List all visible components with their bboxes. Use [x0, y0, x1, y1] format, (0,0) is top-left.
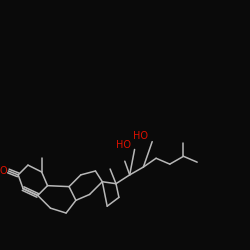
Text: HO: HO [133, 131, 148, 141]
Text: O: O [0, 166, 8, 176]
Text: HO: HO [116, 140, 131, 149]
